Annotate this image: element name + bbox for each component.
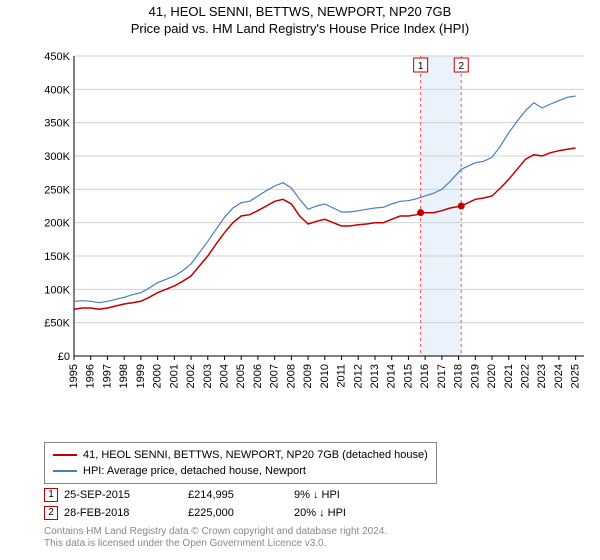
svg-text:1996: 1996 [85, 364, 97, 388]
svg-text:£200K: £200K [44, 218, 71, 230]
svg-text:2022: 2022 [519, 364, 531, 388]
svg-text:£300K: £300K [44, 151, 71, 163]
svg-text:£50K: £50K [44, 318, 70, 330]
footer-line-1: Contains HM Land Registry data © Crown c… [44, 526, 387, 538]
svg-text:2004: 2004 [218, 364, 230, 388]
sales-table: 1 25-SEP-2015 £214,995 9% ↓ HPI 2 28-FEB-2018… [44, 486, 414, 522]
sale-price: £225,000 [188, 507, 288, 519]
svg-text:2010: 2010 [319, 364, 331, 388]
svg-text:1998: 1998 [118, 364, 130, 388]
svg-text:2017: 2017 [436, 364, 448, 388]
sale-row: 2 28-FEB-2018 £225,000 20% ↓ HPI [44, 504, 414, 522]
svg-text:2013: 2013 [369, 364, 381, 388]
legend-label: HPI: Average price, detached house, Newp… [83, 465, 306, 477]
svg-text:£0: £0 [58, 351, 70, 363]
svg-text:2005: 2005 [235, 364, 247, 388]
legend-item: HPI: Average price, detached house, Newp… [53, 463, 428, 479]
svg-text:2002: 2002 [185, 364, 197, 388]
svg-text:2020: 2020 [486, 364, 498, 388]
footer: Contains HM Land Registry data © Crown c… [44, 526, 387, 550]
svg-text:1999: 1999 [135, 364, 147, 388]
svg-text:1995: 1995 [68, 364, 80, 388]
legend: 41, HEOL SENNI, BETTWS, NEWPORT, NP20 7G… [44, 442, 437, 484]
legend-label: 41, HEOL SENNI, BETTWS, NEWPORT, NP20 7G… [83, 449, 428, 461]
svg-text:2016: 2016 [419, 364, 431, 388]
svg-text:2015: 2015 [402, 364, 414, 388]
chart-area: £0 £50K £100K £150K £200K £250K £300K £350K £400… [44, 46, 584, 396]
sale-price: £214,995 [188, 489, 288, 501]
svg-text:£400K: £400K [44, 84, 71, 96]
svg-text:2009: 2009 [302, 364, 314, 388]
sale-diff: 20% ↓ HPI [294, 507, 414, 519]
legend-swatch [53, 470, 77, 472]
sale-row: 1 25-SEP-2015 £214,995 9% ↓ HPI [44, 486, 414, 504]
svg-text:2011: 2011 [336, 364, 348, 388]
svg-text:2006: 2006 [252, 364, 264, 388]
svg-text:2023: 2023 [536, 364, 548, 388]
svg-text:2019: 2019 [469, 364, 481, 388]
footer-line-2: This data is licensed under the Open Gov… [44, 538, 387, 550]
svg-text:2008: 2008 [285, 364, 297, 388]
sale-date: 25-SEP-2015 [64, 489, 182, 501]
page-subtitle: Price paid vs. HM Land Registry's House … [0, 21, 600, 36]
sale-date: 28-FEB-2018 [64, 507, 182, 519]
svg-text:1: 1 [418, 61, 424, 72]
svg-text:2000: 2000 [152, 364, 164, 388]
titles: 41, HEOL SENNI, BETTWS, NEWPORT, NP20 7G… [0, 0, 600, 36]
sale-diff: 9% ↓ HPI [294, 489, 414, 501]
svg-text:2012: 2012 [352, 364, 364, 388]
svg-text:2021: 2021 [503, 364, 515, 388]
svg-text:1997: 1997 [101, 364, 113, 388]
svg-text:£250K: £250K [44, 184, 71, 196]
line-chart: £0 £50K £100K £150K £200K £250K £300K £350K £400… [44, 46, 584, 396]
sale-marker-icon: 2 [44, 506, 58, 520]
svg-text:2001: 2001 [168, 364, 180, 388]
sale-marker-icon: 1 [44, 488, 58, 502]
svg-text:£100K: £100K [44, 284, 71, 296]
svg-text:2007: 2007 [269, 364, 281, 388]
legend-item: 41, HEOL SENNI, BETTWS, NEWPORT, NP20 7G… [53, 447, 428, 463]
svg-text:2024: 2024 [553, 364, 565, 388]
svg-text:2003: 2003 [202, 364, 214, 388]
svg-text:2014: 2014 [386, 364, 398, 388]
page-title: 41, HEOL SENNI, BETTWS, NEWPORT, NP20 7G… [0, 4, 600, 19]
svg-text:2: 2 [458, 61, 464, 72]
svg-text:2018: 2018 [453, 364, 465, 388]
svg-text:£150K: £150K [44, 251, 71, 263]
svg-text:£450K: £450K [44, 51, 71, 63]
svg-text:£350K: £350K [44, 118, 71, 130]
chart-container: 41, HEOL SENNI, BETTWS, NEWPORT, NP20 7G… [0, 0, 600, 560]
svg-text:2025: 2025 [570, 364, 582, 388]
legend-swatch [53, 454, 77, 456]
